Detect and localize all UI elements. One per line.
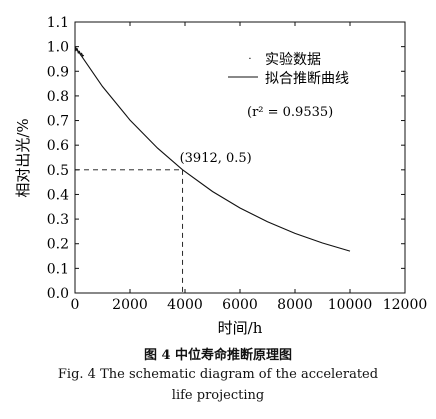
x-tick-label: 6000 <box>222 297 258 313</box>
r-squared-annotation: (r² = 0.9535) <box>247 105 333 120</box>
x-tick-label: 10000 <box>328 297 373 313</box>
y-tick-label: 0.7 <box>47 114 69 130</box>
y-tick-label: 0.6 <box>47 138 69 154</box>
chart: 0.0 0.1 0.2 0.3 0.4 0.5 0.6 0.7 0.8 0.9 1.0 1.1 0 20… <box>14 15 428 337</box>
legend-entry-fit: 拟合推断曲线 <box>265 71 349 87</box>
legend: · 实验数据 拟合推断曲线 <box>228 52 349 87</box>
x-tick-label: 12000 <box>383 297 428 313</box>
median-point-label: (3912, 0.5) <box>180 151 252 166</box>
legend-marker-dot: · <box>248 54 251 65</box>
x-axis-ticks: 0 2000 4000 6000 8000 10000 12000 <box>71 22 428 313</box>
x-axis-label: 时间/h <box>218 319 263 337</box>
y-tick-label: 0.9 <box>47 64 69 80</box>
y-tick-label: 0.2 <box>47 237 69 253</box>
caption-english-line-1: Fig. 4 The schematic diagram of the acce… <box>57 367 379 382</box>
caption-chinese: 图 4 中位寿命推断原理图 <box>143 348 293 363</box>
y-tick-label: 0.5 <box>47 163 69 179</box>
y-tick-label: 1.1 <box>47 15 69 31</box>
y-tick-label: 0.3 <box>47 212 69 228</box>
y-tick-label: 0.8 <box>47 89 69 105</box>
y-tick-label: 0.0 <box>47 286 69 302</box>
x-tick-label: 0 <box>71 297 80 313</box>
y-tick-label: 1.0 <box>47 40 69 56</box>
y-axis-label: 相对出光/% <box>14 118 32 197</box>
x-tick-label: 2000 <box>112 297 148 313</box>
caption-english-line-2: life projecting <box>171 388 265 403</box>
y-axis-ticks: 0.0 0.1 0.2 0.3 0.4 0.5 0.6 0.7 0.8 0.9 1.0 1.1 <box>47 15 405 302</box>
fit-curve-line <box>74 46 351 252</box>
y-tick-label: 0.1 <box>47 261 69 277</box>
x-tick-label: 4000 <box>167 297 203 313</box>
x-tick-label: 8000 <box>277 297 313 313</box>
legend-entry-experimental: 实验数据 <box>265 52 321 68</box>
y-tick-label: 0.4 <box>47 187 69 203</box>
experimental-data-trace <box>74 46 85 57</box>
